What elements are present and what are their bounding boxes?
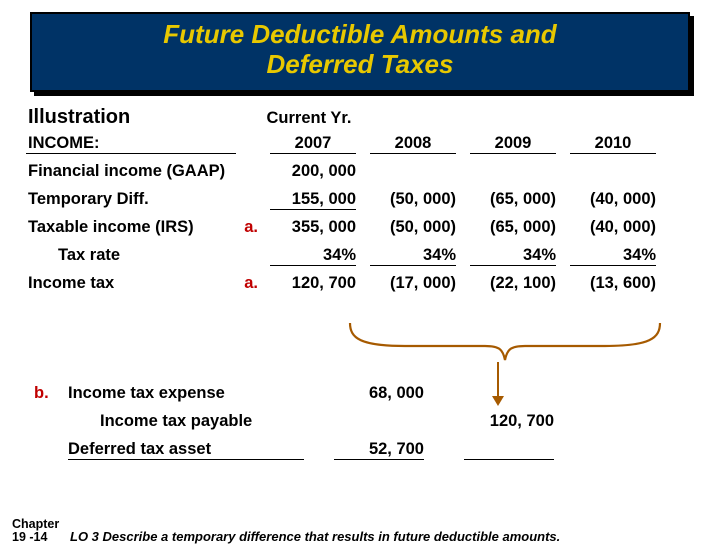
chapter-label: Chapter 19 -14 [0,518,70,544]
income-tax-payable-val: 120, 700 [464,412,554,431]
tempdiff-2007: 155, 000 [270,190,356,210]
incometax-2009: (22, 100) [470,274,556,293]
footer: Chapter 19 -14 LO 3 Describe a temporary… [0,518,720,544]
row-income-tax-expense: Income tax expense [68,384,304,403]
row-tax-rate: Tax rate [26,246,236,265]
row-income-tax: Income tax [26,274,236,293]
taxrate-2008: 34% [370,246,456,266]
mark-a-1: a. [236,218,262,237]
incometax-2010: (13, 600) [570,274,656,293]
curly-brace-icon [345,318,665,364]
row-deferred-tax-asset: Deferred tax asset [68,440,304,460]
income-heading: INCOME: [26,134,236,154]
year-2007: 2007 [270,134,356,154]
taxable-2008: (50, 000) [370,218,456,237]
income-table: Illustration Current Yr. INCOME: 2007 20… [0,92,720,302]
row-temporary-diff: Temporary Diff. [26,190,236,209]
taxrate-2009: 34% [470,246,556,266]
row-income-tax-payable: Income tax payable [68,412,304,431]
chapter-number: 19 -14 [12,531,70,544]
current-year-label: Current Yr. [262,109,360,128]
title-banner: Future Deductible Amounts and Deferred T… [30,12,690,92]
year-2008: 2008 [370,134,456,154]
taxable-2007: 355, 000 [270,218,356,237]
taxrate-2010: 34% [570,246,656,266]
section-b: b. Income tax expense 68, 000 Income tax… [34,384,564,468]
tempdiff-2010: (40, 000) [570,190,656,209]
row-taxable-income: Taxable income (IRS) [26,218,236,237]
taxrate-2007: 34% [270,246,356,266]
chapter-word: Chapter [12,518,70,531]
taxable-2010: (40, 000) [570,218,656,237]
incometax-2008: (17, 000) [370,274,456,293]
illustration-heading: Illustration [26,106,236,129]
title-line-1: Future Deductible Amounts and [42,20,678,50]
deferred-tax-asset-val: 52, 700 [334,440,424,460]
income-tax-expense-val: 68, 000 [334,384,424,403]
financial-income-2007: 200, 000 [270,162,356,181]
year-2010: 2010 [570,134,656,154]
taxable-2009: (65, 000) [470,218,556,237]
tempdiff-2009: (65, 000) [470,190,556,209]
title-line-2: Deferred Taxes [42,50,678,80]
mark-b: b. [34,384,68,403]
mark-a-2: a. [236,274,262,293]
incometax-2007: 120, 700 [270,274,356,293]
year-2009: 2009 [470,134,556,154]
title-box: Future Deductible Amounts and Deferred T… [30,12,690,92]
tempdiff-2008: (50, 000) [370,190,456,209]
learning-objective: LO 3 Describe a temporary difference tha… [70,529,720,544]
row-financial-income: Financial income (GAAP) [26,162,236,181]
